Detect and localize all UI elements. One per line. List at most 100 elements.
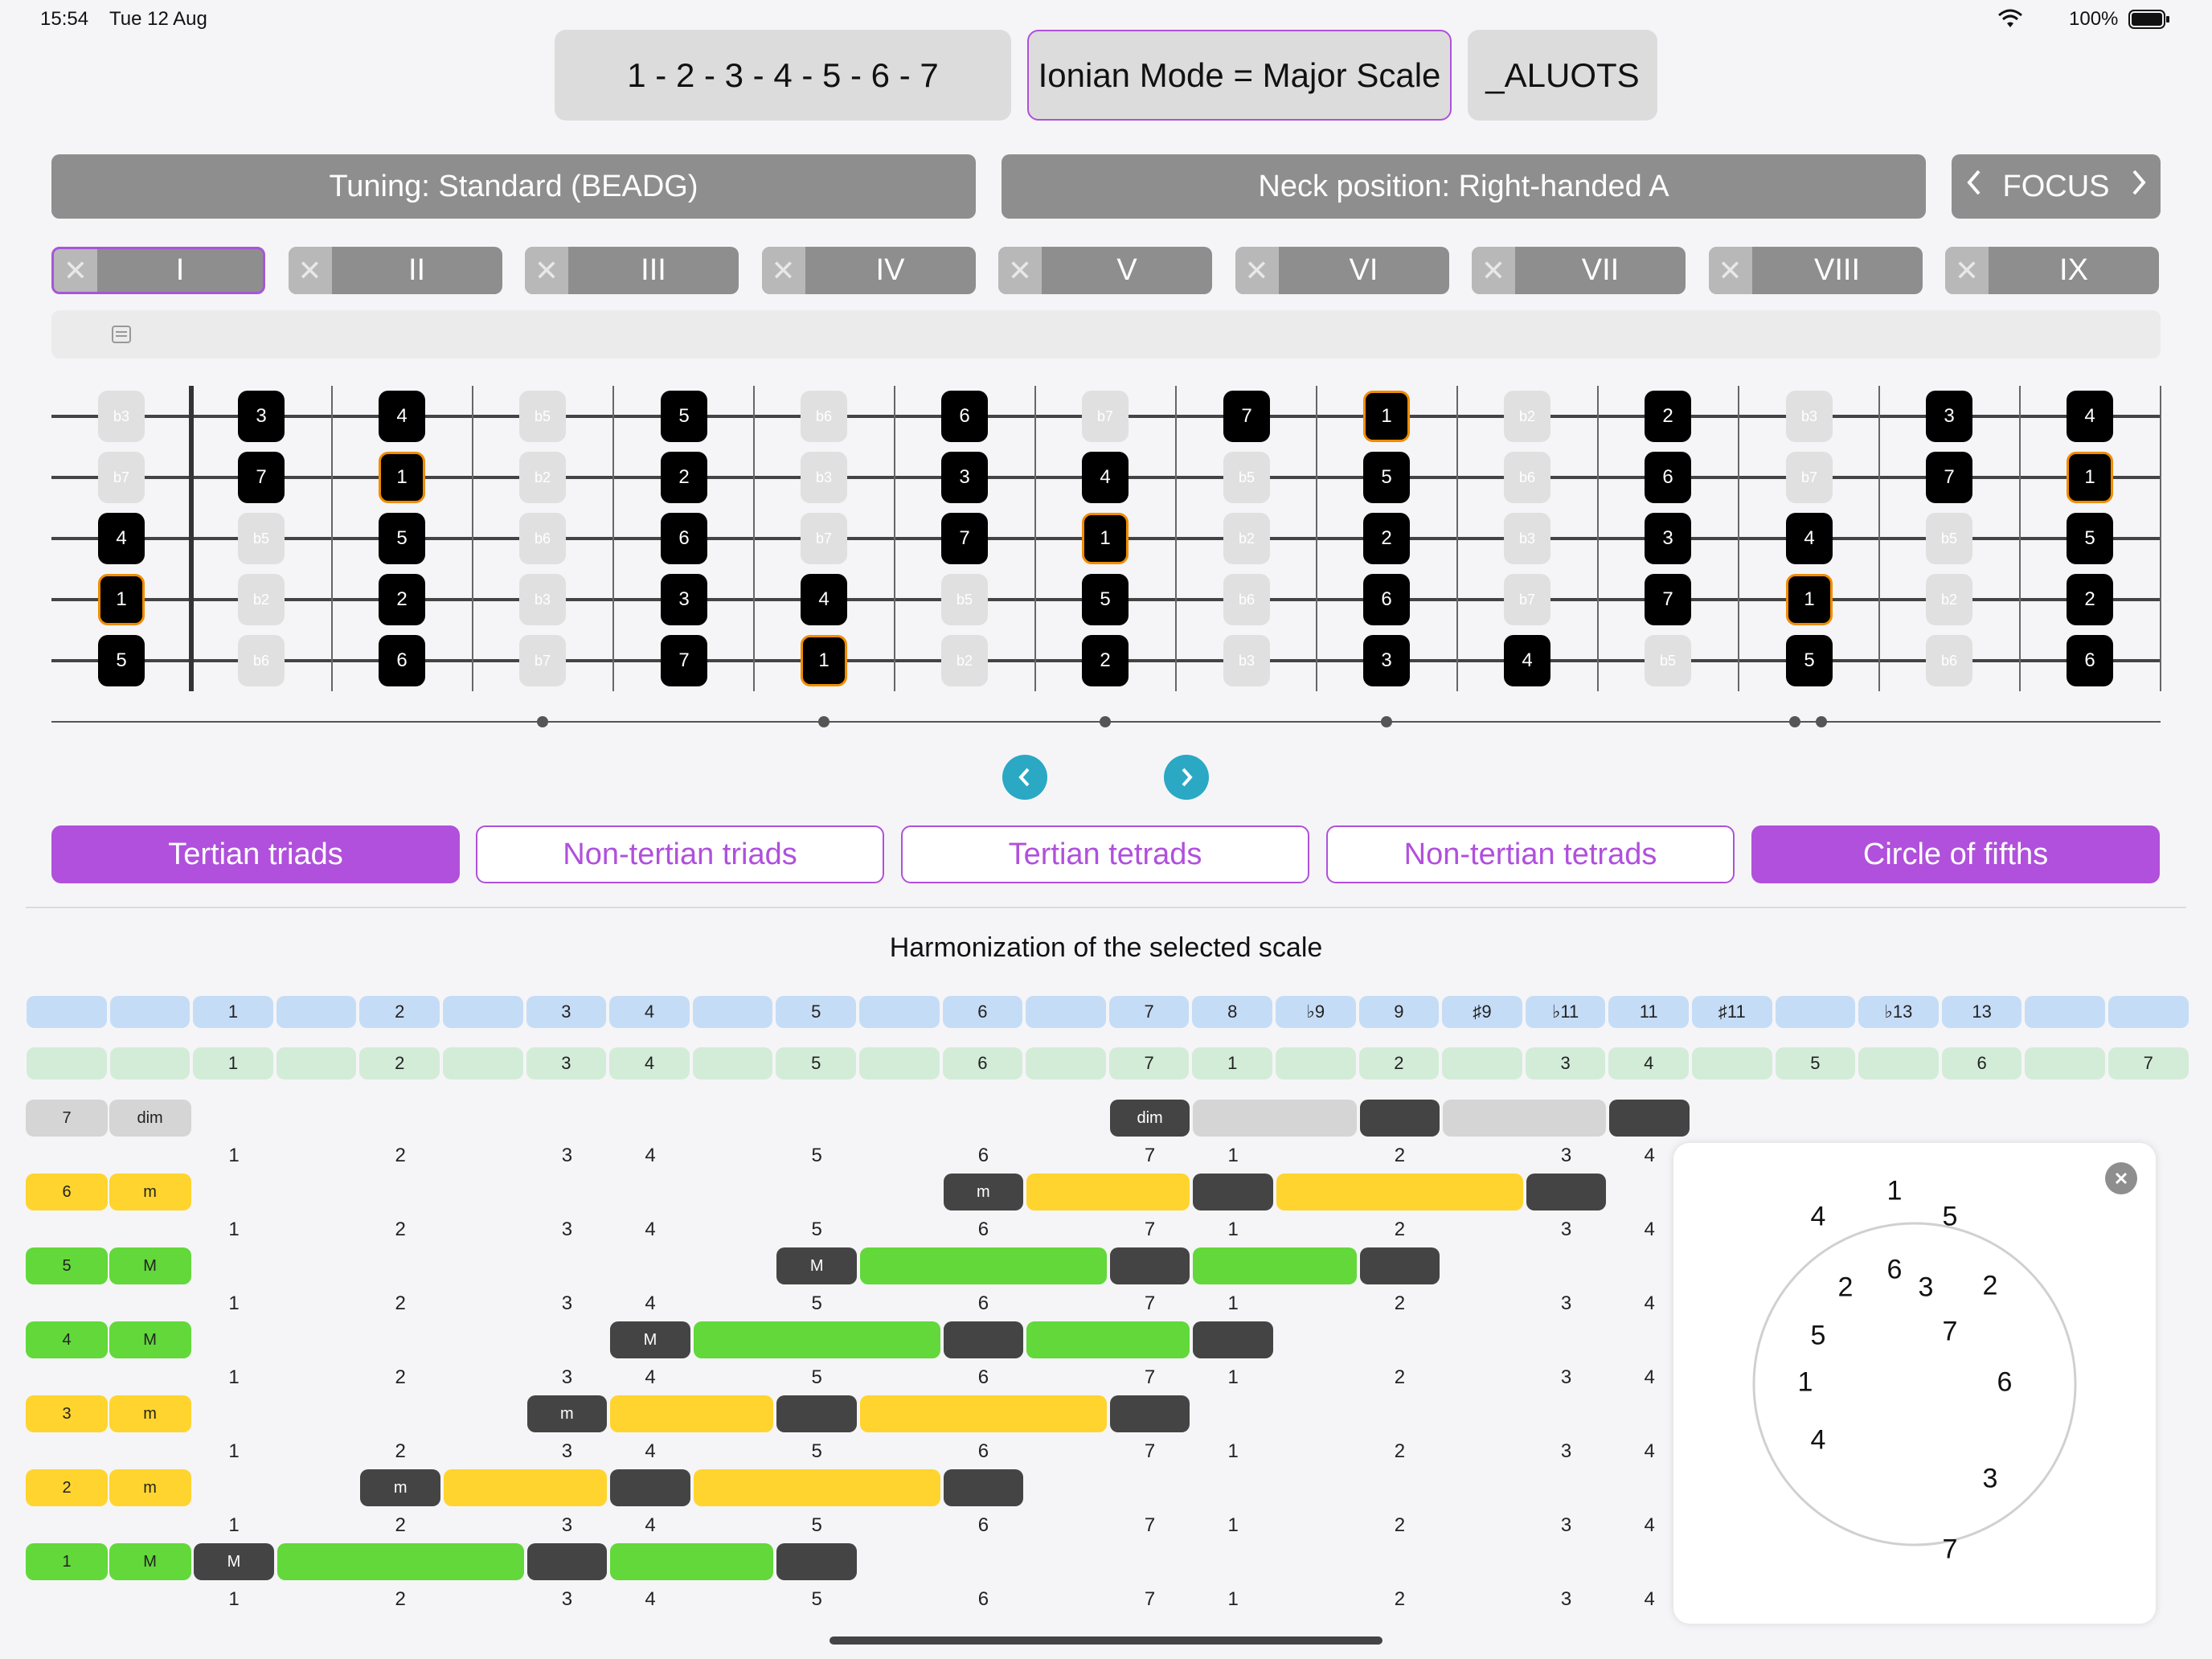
fret-note[interactable]: b6	[519, 513, 566, 564]
position-button-8[interactable]: ✕ VIII	[1708, 247, 1923, 294]
chord-tone-block[interactable]	[1193, 1321, 1273, 1358]
fret-note[interactable]: 2	[1645, 391, 1691, 442]
fret-note[interactable]: 3	[661, 574, 707, 625]
position-button-3[interactable]: ✕ III	[525, 247, 739, 294]
chord-quality-label[interactable]: dim	[109, 1100, 191, 1137]
fret-note[interactable]: b3	[1786, 391, 1833, 442]
fret-note[interactable]: b5	[238, 513, 285, 564]
chord-degree-label[interactable]: 3	[26, 1395, 108, 1432]
fret-note[interactable]: b7	[98, 452, 145, 503]
fret-note[interactable]: 7	[1926, 452, 1972, 503]
chevron-left-icon[interactable]	[1966, 169, 1982, 204]
chord-tone-block[interactable]: m	[943, 1174, 1024, 1210]
fret-note[interactable]: b5	[1645, 635, 1691, 686]
fret-note[interactable]: 2	[1363, 513, 1410, 564]
fret-note[interactable]: b5	[1223, 452, 1270, 503]
fret-note[interactable]: b7	[801, 513, 847, 564]
chord-degree-label[interactable]: 4	[26, 1321, 108, 1358]
fret-note[interactable]: 1	[1082, 513, 1129, 564]
close-button[interactable]	[2105, 1162, 2137, 1194]
fret-note[interactable]: 6	[1363, 574, 1410, 625]
fret-note[interactable]: b3	[519, 574, 566, 625]
fret-note[interactable]: 6	[2067, 635, 2113, 686]
close-icon[interactable]: ✕	[1472, 247, 1515, 294]
tab-circle-of-fifths[interactable]: Circle of fifths	[1751, 825, 2160, 883]
position-button-5[interactable]: ✕ V	[998, 247, 1212, 294]
fret-note[interactable]: 1	[1363, 391, 1410, 442]
next-position-button[interactable]	[1164, 755, 1209, 800]
close-icon[interactable]: ✕	[998, 247, 1042, 294]
fret-note[interactable]: 1	[801, 635, 847, 686]
fret-note[interactable]: 7	[1645, 574, 1691, 625]
chord-interval-bar[interactable]	[1193, 1247, 1357, 1284]
fret-note[interactable]: b6	[238, 635, 285, 686]
fret-note[interactable]: 5	[1786, 635, 1833, 686]
fret-note[interactable]: 7	[941, 513, 988, 564]
fret-note[interactable]: b6	[1223, 574, 1270, 625]
tab-non-tertian-triads[interactable]: Non-tertian triads	[476, 825, 884, 883]
document-icon[interactable]	[111, 325, 132, 348]
position-button-9[interactable]: ✕ IX	[1945, 247, 2159, 294]
fret-note[interactable]: b5	[519, 391, 566, 442]
chord-interval-bar[interactable]	[1026, 1321, 1190, 1358]
fret-note[interactable]: 5	[661, 391, 707, 442]
close-icon[interactable]: ✕	[761, 247, 805, 294]
fret-note[interactable]: b3	[801, 452, 847, 503]
fret-note[interactable]: 3	[1926, 391, 1972, 442]
chord-tone-block[interactable]	[943, 1321, 1024, 1358]
fret-note[interactable]: 1	[98, 574, 145, 625]
fret-note[interactable]: 1	[2067, 452, 2113, 503]
fret-note[interactable]: 6	[379, 635, 425, 686]
fret-note[interactable]: 5	[2067, 513, 2113, 564]
chord-interval-bar[interactable]	[1026, 1174, 1190, 1210]
chord-tone-block[interactable]: M	[194, 1543, 274, 1580]
chord-tone-block[interactable]: m	[360, 1469, 440, 1506]
position-button-2[interactable]: ✕ II	[288, 247, 502, 294]
chord-quality-label[interactable]: M	[109, 1543, 191, 1580]
fret-note[interactable]: b2	[1926, 574, 1972, 625]
fret-note[interactable]: 5	[1363, 452, 1410, 503]
fret-note[interactable]: b7	[1082, 391, 1129, 442]
chord-tone-block[interactable]	[526, 1543, 608, 1580]
fret-note[interactable]: b6	[1504, 452, 1550, 503]
neck-position-button[interactable]: Neck position: Right-handed A	[1002, 154, 1926, 219]
chord-tone-block[interactable]	[1359, 1247, 1440, 1284]
fret-note[interactable]: 1	[1786, 574, 1833, 625]
fret-note[interactable]: b2	[238, 574, 285, 625]
fret-note[interactable]: b3	[1504, 513, 1550, 564]
mode-button[interactable]: Ionian Mode = Major Scale	[1027, 30, 1452, 121]
chord-degree-label[interactable]: 6	[26, 1174, 108, 1210]
fret-note[interactable]: 2	[379, 574, 425, 625]
fret-note[interactable]: 6	[661, 513, 707, 564]
close-icon[interactable]: ✕	[1708, 247, 1752, 294]
fret-note[interactable]: 2	[1082, 635, 1129, 686]
fret-note[interactable]: b2	[941, 635, 988, 686]
tuning-button[interactable]: Tuning: Standard (BEADG)	[51, 154, 976, 219]
chord-degree-label[interactable]: 7	[26, 1100, 108, 1137]
chevron-right-icon[interactable]	[2131, 169, 2147, 204]
chord-tone-block[interactable]	[1359, 1100, 1440, 1137]
fret-note[interactable]: 4	[801, 574, 847, 625]
chord-tone-block[interactable]: dim	[1109, 1100, 1190, 1137]
fret-note[interactable]: 1	[379, 452, 425, 503]
fret-note[interactable]: 3	[941, 452, 988, 503]
chord-interval-bar[interactable]	[1443, 1100, 1607, 1137]
fret-note[interactable]: 4	[2067, 391, 2113, 442]
chord-interval-bar[interactable]	[1193, 1100, 1357, 1137]
chord-tone-block[interactable]	[943, 1469, 1024, 1506]
chord-interval-bar[interactable]	[860, 1247, 1107, 1284]
fret-note[interactable]: b7	[1786, 452, 1833, 503]
chord-quality-label[interactable]: M	[109, 1321, 191, 1358]
fret-note[interactable]: 4	[379, 391, 425, 442]
position-button-4[interactable]: ✕ IV	[761, 247, 976, 294]
chord-interval-bar[interactable]	[693, 1321, 940, 1358]
chord-tone-block[interactable]: m	[526, 1395, 608, 1432]
aluots-button[interactable]: _ALUOTS	[1468, 30, 1657, 121]
chord-degree-label[interactable]: 2	[26, 1469, 108, 1506]
chord-interval-bar[interactable]	[610, 1395, 774, 1432]
fret-note[interactable]: b3	[1223, 635, 1270, 686]
chord-degree-label[interactable]: 1	[26, 1543, 108, 1580]
fret-note[interactable]: 2	[661, 452, 707, 503]
chord-quality-label[interactable]: M	[109, 1247, 191, 1284]
chord-tone-block[interactable]	[1526, 1174, 1607, 1210]
